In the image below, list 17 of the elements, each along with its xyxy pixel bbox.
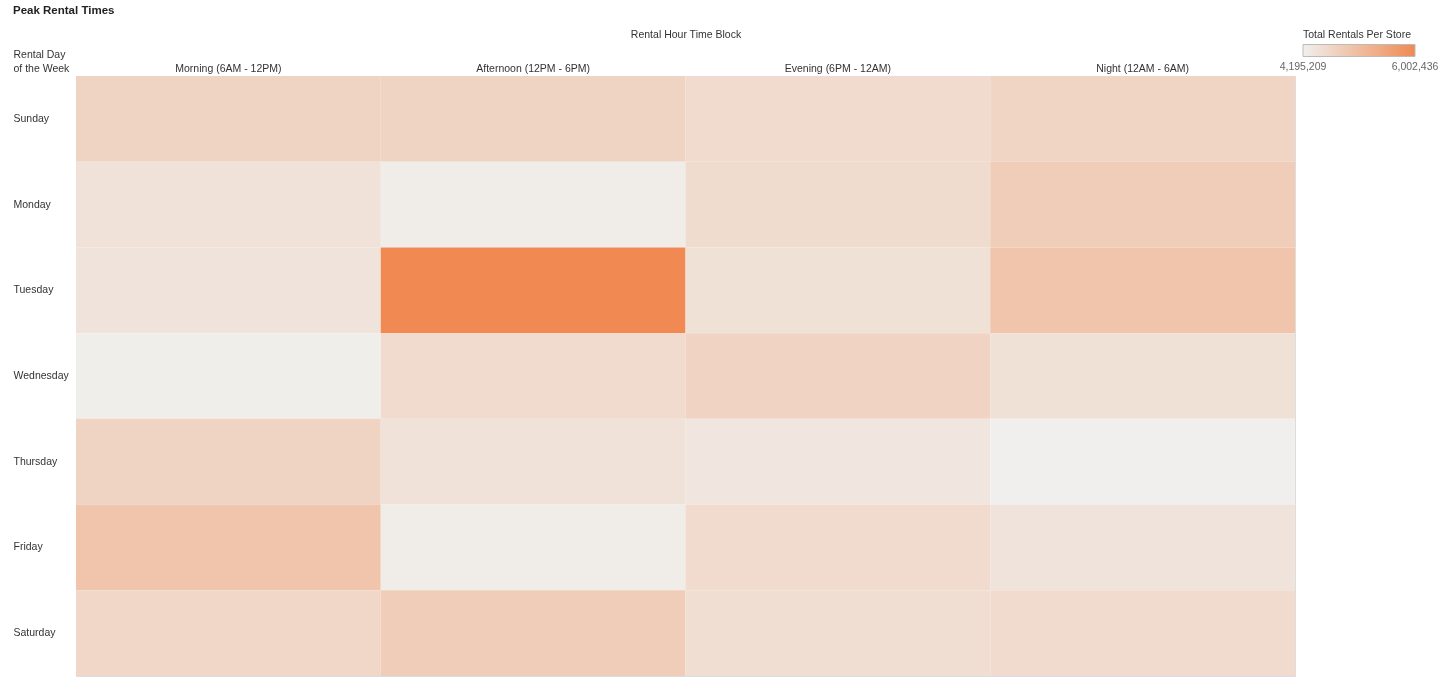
- color-bar-title: Total Rentals Per Store: [1303, 28, 1412, 40]
- x-tick-label: Night (12AM - 6AM): [1096, 61, 1190, 74]
- y-tick-label: Saturday: [13, 626, 57, 639]
- chart-title: Peak Rental Times: [13, 3, 115, 16]
- color-bar-label: 4,195,209: [1279, 59, 1327, 72]
- x-tick-label: Evening (6PM - 12AM): [784, 61, 891, 74]
- y-tick-label: Wednesday: [13, 369, 70, 381]
- y-tick-label: Tuesday: [13, 283, 55, 296]
- color-bar-label: 6,002,436: [1391, 59, 1439, 72]
- x-tick-label: Afternoon (12PM - 6PM): [476, 61, 591, 74]
- y-tick-label: Friday: [13, 540, 44, 553]
- y-tick-label: Thursday: [13, 454, 59, 467]
- y-tick-label: Sunday: [13, 111, 50, 124]
- x-axis-title: Rental Hour Time Block: [630, 27, 742, 40]
- y-axis-title: Rental Day of the Week: [13, 47, 71, 74]
- x-tick-label: Morning (6AM - 12PM): [175, 61, 282, 74]
- y-tick-label: Monday: [13, 197, 52, 210]
